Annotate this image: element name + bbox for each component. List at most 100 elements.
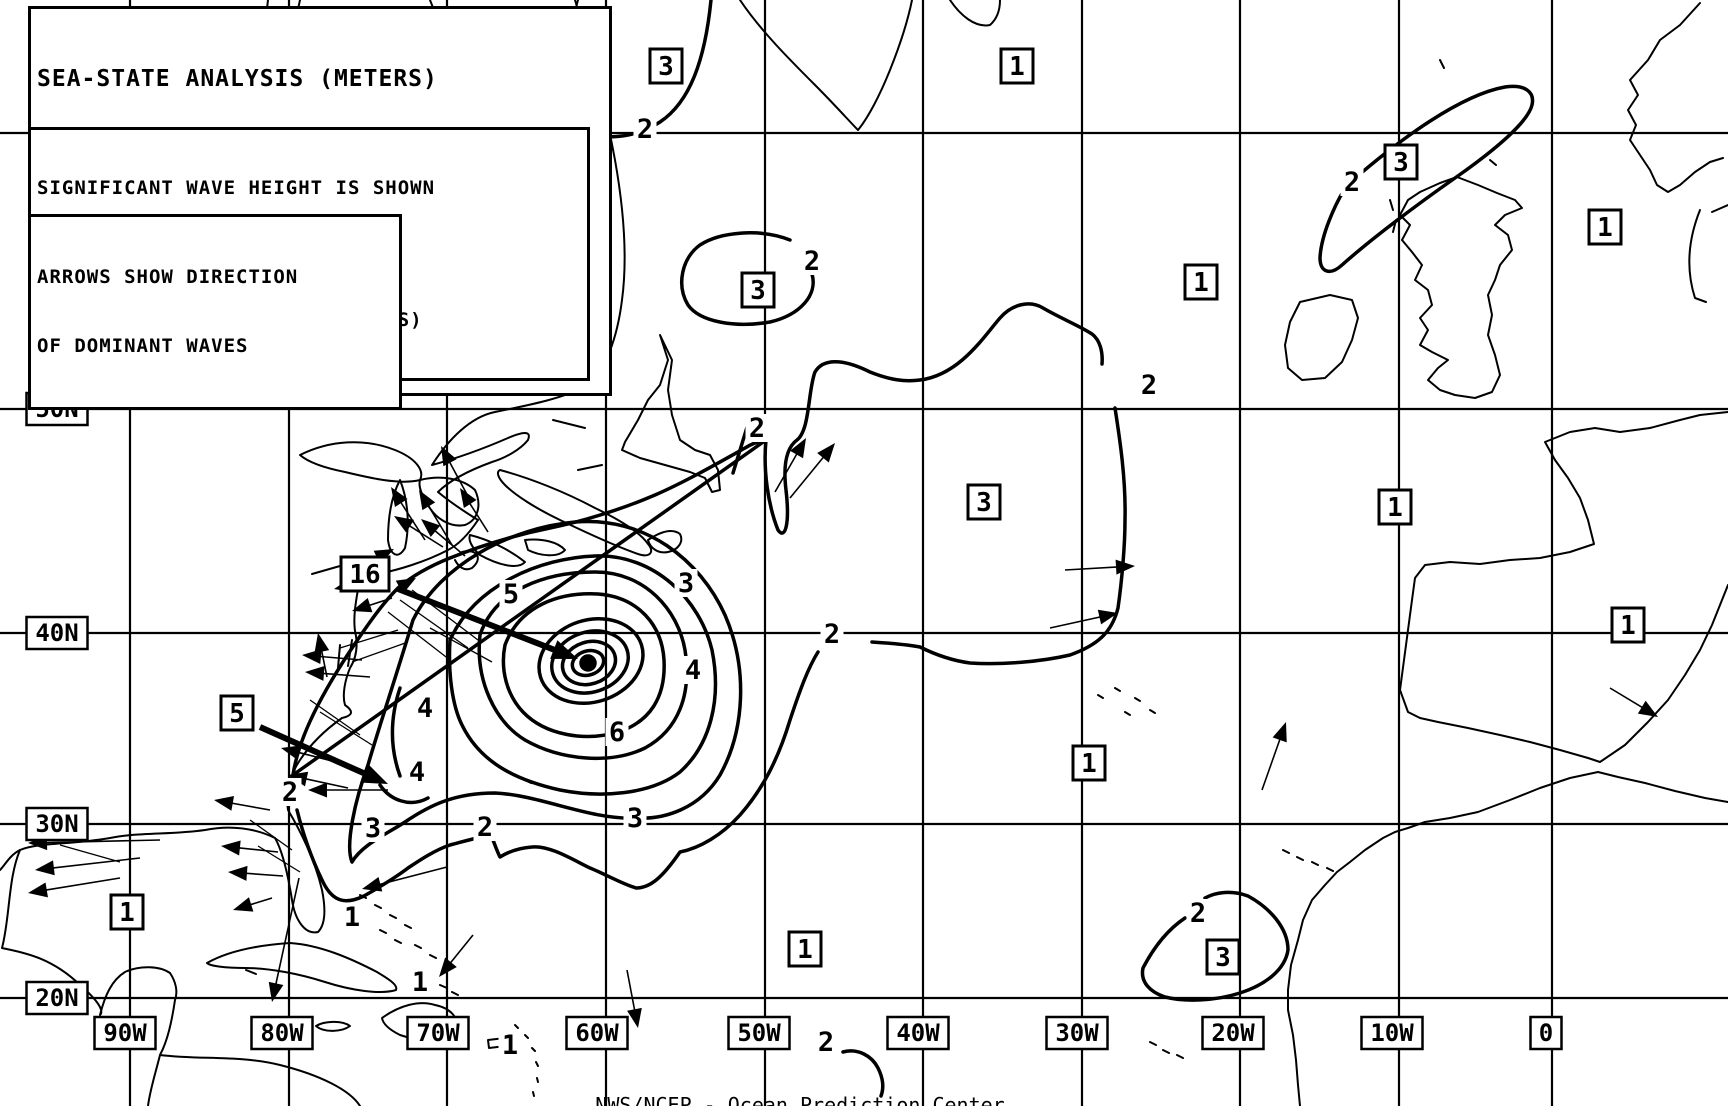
axis-label-box xyxy=(1529,1015,1563,1051)
arrowhead-icon xyxy=(221,840,241,856)
axis-label-text: 20W xyxy=(1211,1019,1255,1047)
contour-label-backing xyxy=(278,778,302,806)
wave-direction-arrow xyxy=(268,877,300,1002)
peak-value-leader-arrow xyxy=(258,724,388,784)
contour-label-value: 2 xyxy=(749,413,765,444)
value-box xyxy=(339,555,391,593)
value-text: 3 xyxy=(750,276,766,306)
hatch-line xyxy=(351,641,409,663)
contour-label-value: 2 xyxy=(477,812,493,843)
wave-direction-arrow xyxy=(419,490,453,546)
wave-direction-arrow xyxy=(1064,559,1135,575)
value-box xyxy=(1610,606,1646,644)
arrowhead-icon xyxy=(314,633,330,654)
contour-label: 1 xyxy=(498,1030,522,1061)
contour-label: 2 xyxy=(745,413,769,444)
axis-label-text: 20N xyxy=(35,984,78,1012)
contour-label-value: 3 xyxy=(365,813,381,844)
boxed-wave-height-value: 3 xyxy=(1383,143,1419,181)
longitude-label: 50W xyxy=(727,1015,791,1051)
arrow-shaft xyxy=(426,502,453,546)
arrowhead-icon xyxy=(305,665,325,681)
contour-label-value: 1 xyxy=(412,967,428,998)
chart-title: SEA-STATE ANALYSIS (METERS) xyxy=(37,66,438,92)
arrow-shaft xyxy=(42,877,121,892)
contour-label-backing xyxy=(1137,371,1161,399)
contour-5-main xyxy=(477,570,689,761)
hatch-line xyxy=(429,627,493,663)
arrowhead-icon xyxy=(214,795,235,811)
value-box xyxy=(1377,488,1413,526)
wave-direction-arrow xyxy=(352,597,393,613)
arrowhead-icon xyxy=(362,876,383,892)
arrowhead-icon xyxy=(419,490,436,511)
arrowhead-icon xyxy=(441,446,457,467)
arrows-note-box: ARROWS SHOW DIRECTION OF DOMINANT WAVES xyxy=(28,214,402,410)
contour-4-main xyxy=(447,554,718,796)
contour-label: 2 xyxy=(820,619,844,650)
wave-direction-arrows xyxy=(28,438,1658,1028)
contour-label-backing xyxy=(814,1028,838,1056)
wave-direction-arrow xyxy=(308,782,388,798)
value-box xyxy=(1071,744,1107,782)
value-text: 3 xyxy=(1393,148,1409,178)
contour-inner-ring-4 xyxy=(570,648,606,678)
arrows-note-line-2: OF DOMINANT WAVES xyxy=(37,335,249,357)
coast-great-lakes xyxy=(299,441,566,567)
coast-cuba xyxy=(206,942,398,993)
contour-label-value: 5 xyxy=(503,579,519,610)
wave-direction-arrow xyxy=(1609,687,1658,717)
hatch-line xyxy=(319,711,373,746)
axis-label-box xyxy=(250,1015,314,1051)
contour-label-value: 1 xyxy=(502,1030,518,1061)
boxed-wave-height-value: 1 xyxy=(1587,208,1623,246)
contour-label: 2 xyxy=(278,777,302,808)
wave-direction-arrow xyxy=(214,795,271,811)
axis-label-text: 40N xyxy=(35,619,78,647)
contour-2-closed-rockall xyxy=(1318,84,1535,274)
axis-label-text: 30W xyxy=(1055,1019,1099,1047)
axis-label-text: 0 xyxy=(1539,1019,1553,1047)
footer: NWS/NCEP - Ocean Prediction Center ocean… xyxy=(440,1050,1160,1106)
value-text: 1 xyxy=(797,935,813,965)
axis-label-box xyxy=(727,1015,791,1051)
wave-direction-arrow xyxy=(314,633,330,678)
contour-label-value: 2 xyxy=(1344,167,1360,198)
coast-labrador xyxy=(431,0,626,521)
axis-label-box xyxy=(25,806,89,842)
axis-label-box xyxy=(25,980,89,1016)
hatch-line xyxy=(339,629,399,649)
arrow-shaft xyxy=(376,866,448,887)
arrowhead-icon xyxy=(421,519,441,537)
contour-label: 4 xyxy=(405,757,429,788)
contour-label-backing xyxy=(413,694,437,722)
wave-direction-arrow xyxy=(233,897,273,912)
wave-direction-arrow xyxy=(460,488,489,533)
wave-direction-arrow xyxy=(305,665,371,681)
contour-label: 2 xyxy=(800,246,824,277)
arrowhead-icon xyxy=(1272,722,1287,743)
value-text: 1 xyxy=(1193,268,1209,298)
contour-label-backing xyxy=(745,414,769,442)
contour-label-backing xyxy=(473,813,497,841)
value-text: 3 xyxy=(976,488,992,518)
value-text: 1 xyxy=(1081,749,1097,779)
arrowhead-icon xyxy=(281,745,302,760)
arrow-shaft xyxy=(447,934,474,966)
hatch-line xyxy=(309,699,361,736)
axis-label-box xyxy=(406,1015,470,1051)
latitude-label: 30N xyxy=(25,806,89,842)
arrowhead-icon xyxy=(302,649,322,665)
arrowhead-icon xyxy=(360,764,388,784)
wave-direction-arrow xyxy=(35,857,141,876)
longitude-label: 80W xyxy=(250,1015,314,1051)
wave-direction-arrow xyxy=(774,438,806,493)
contour-label-value: 2 xyxy=(824,619,840,650)
contour-label-value: 4 xyxy=(409,757,425,788)
coast-france-iberia xyxy=(1399,411,1728,763)
arrow-shaft xyxy=(247,897,273,907)
longitude-label: 70W xyxy=(406,1015,470,1051)
axis-label-text: 40W xyxy=(896,1019,940,1047)
